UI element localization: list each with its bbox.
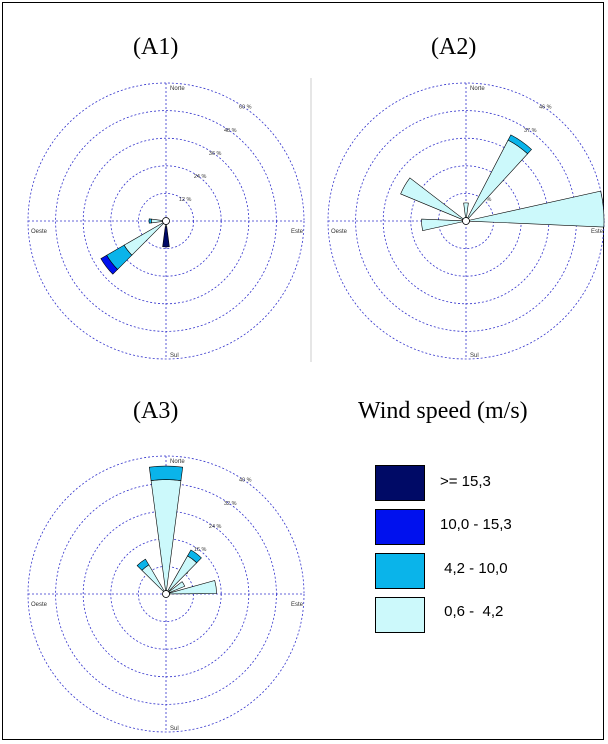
ring-label-3: 24 %	[209, 524, 222, 530]
wind-rose-1: 12 % 24 % 36 % 48 % 60 % Norte Este Sul Oeste	[27, 82, 305, 360]
legend-label-3: 4,2 - 10,0	[440, 560, 508, 577]
sector-5	[463, 202, 469, 218]
ring-label-2: 24 %	[194, 174, 207, 180]
direction-label-east: Este	[591, 229, 604, 235]
direction-label-north: Norte	[470, 86, 485, 92]
legend-title: Wind speed (m/s)	[358, 398, 528, 424]
sector-segment	[421, 218, 463, 231]
sector-segment	[467, 139, 529, 219]
ring-label-5: 40 %	[239, 478, 252, 484]
sector-1	[148, 465, 184, 591]
legend-label-2: 10,0 - 15,3	[440, 516, 512, 533]
sector-3	[400, 177, 464, 221]
ring-label-1: 12 %	[179, 197, 192, 203]
ring-label-5: 46 %	[539, 105, 552, 111]
direction-label-east: Este	[291, 602, 304, 608]
sector-segment	[148, 218, 152, 224]
sector-segment	[148, 465, 184, 481]
legend-swatch-4	[375, 597, 425, 633]
panel-label-a3: (A3)	[133, 398, 179, 424]
legend-swatch-1	[375, 465, 425, 501]
sector-3	[148, 218, 163, 224]
direction-label-south: Sul	[170, 353, 179, 359]
center-marker	[162, 590, 170, 598]
direction-label-north: Norte	[170, 86, 185, 92]
sector-segment	[150, 479, 182, 591]
sector-segment	[150, 218, 163, 224]
sector-1	[100, 222, 164, 275]
direction-label-south: Sul	[170, 726, 179, 732]
sector-2	[162, 224, 170, 248]
center-marker	[462, 217, 470, 225]
sector-segment	[400, 177, 464, 221]
direction-label-east: Este	[291, 229, 304, 235]
sector-segment	[141, 564, 165, 592]
ring-label-2: 16 %	[194, 547, 207, 553]
ring-label-3: 36 %	[209, 151, 222, 157]
panel-label-a1: (A1)	[133, 34, 179, 60]
direction-label-west: Oeste	[31, 229, 48, 235]
sector-4	[421, 218, 463, 231]
sector-segment	[136, 558, 150, 571]
legend-swatch-2	[375, 509, 425, 545]
direction-label-north: Norte	[170, 459, 185, 465]
legend-swatch-3	[375, 553, 425, 589]
sector-segment	[123, 222, 164, 256]
sector-4	[136, 558, 165, 592]
sector-segment	[100, 254, 118, 275]
ring-label-5: 60 %	[239, 105, 252, 111]
ring-label-4: 32 %	[224, 501, 237, 507]
center-marker	[162, 217, 170, 225]
sector-segment	[187, 549, 202, 564]
direction-label-west: Oeste	[331, 229, 348, 235]
sector-2	[467, 134, 532, 219]
sector-segment	[507, 134, 532, 155]
sector-segment	[463, 202, 469, 218]
ring-label-4: 37 %	[524, 128, 537, 134]
sector-segment	[162, 226, 170, 248]
panel-label-a2: (A2)	[431, 34, 477, 60]
legend-label-1: >= 15,3	[440, 473, 491, 490]
direction-label-south: Sul	[470, 353, 479, 359]
direction-label-west: Oeste	[31, 602, 48, 608]
legend-label-4: 0,6 - 4,2	[440, 603, 504, 620]
ring-label-4: 48 %	[224, 128, 237, 134]
